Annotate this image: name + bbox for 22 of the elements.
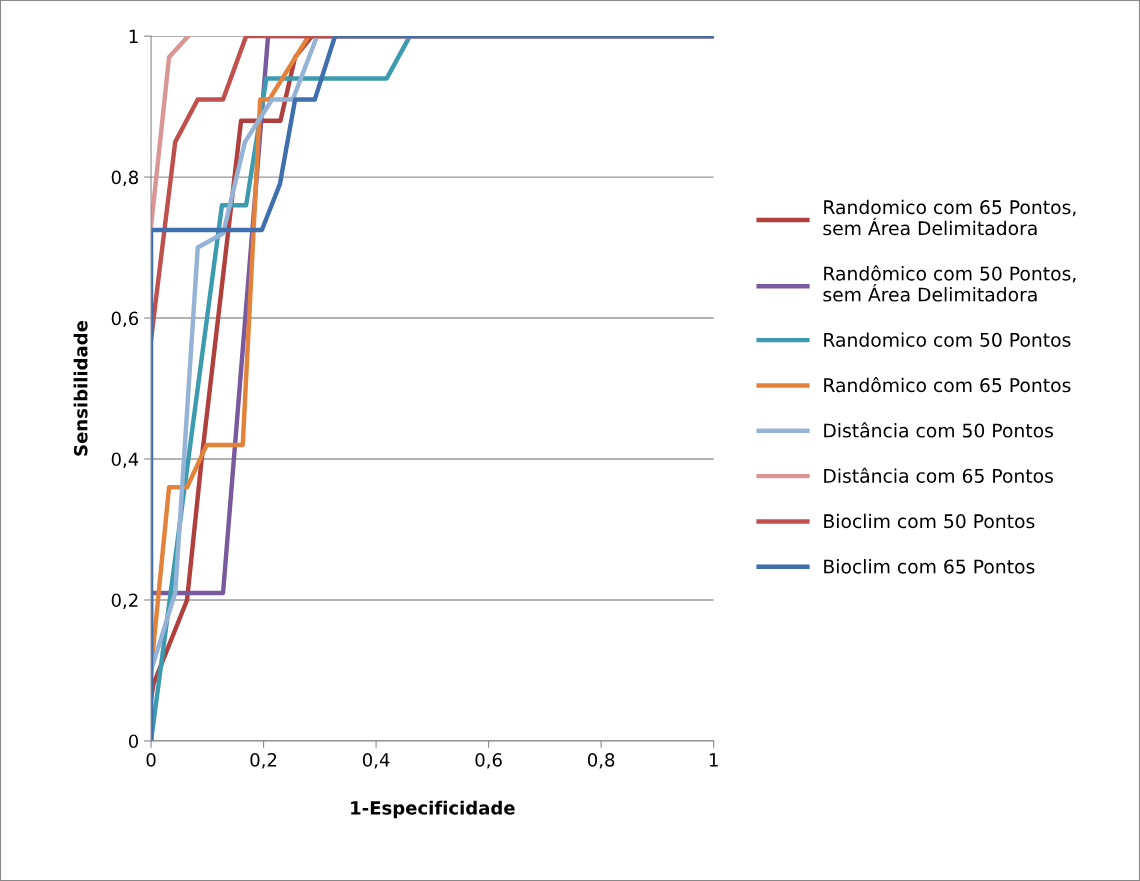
legend-label: Bioclim com 65 Pontos — [824, 559, 1035, 574]
legend-label: Distância com 65 Pontos — [824, 467, 1053, 483]
y-tick-label: 0 — [128, 734, 139, 749]
x-tick-label: 0,6 — [475, 753, 502, 769]
x-tick-label: 0,2 — [250, 753, 277, 769]
legend-label: Randomico com 50 Pontos — [824, 332, 1071, 347]
y-tick-label: 0,4 — [111, 452, 139, 468]
y-tick-label: 0,2 — [111, 593, 138, 609]
x-tick-label: 0 — [146, 753, 156, 767]
legend-label: Randômico com 65 Pontos — [824, 377, 1071, 393]
x-tick-label: 0,4 — [362, 753, 390, 769]
legend-label: Distância com 50 Pontos — [824, 422, 1053, 438]
y-tick-label: 0,6 — [111, 311, 139, 327]
y-tick-label: 0,8 — [111, 170, 139, 187]
legend-label: Bioclim com 50 Pontos — [824, 513, 1035, 529]
x-tick-label: 1 — [709, 753, 718, 767]
x-axis-title: 1-Especificidade — [351, 800, 515, 819]
y-tick-label: 1 — [129, 29, 138, 43]
legend-label: Randomico com 65 Pontos, sem Área Delimitadora — [823, 199, 1076, 236]
y-axis-title: Sensibilidade — [73, 320, 88, 456]
x-tick-label: 0,8 — [587, 753, 615, 769]
legend-label: Randômico com 50 Pontos, sem Área Delimitadora — [823, 265, 1076, 302]
